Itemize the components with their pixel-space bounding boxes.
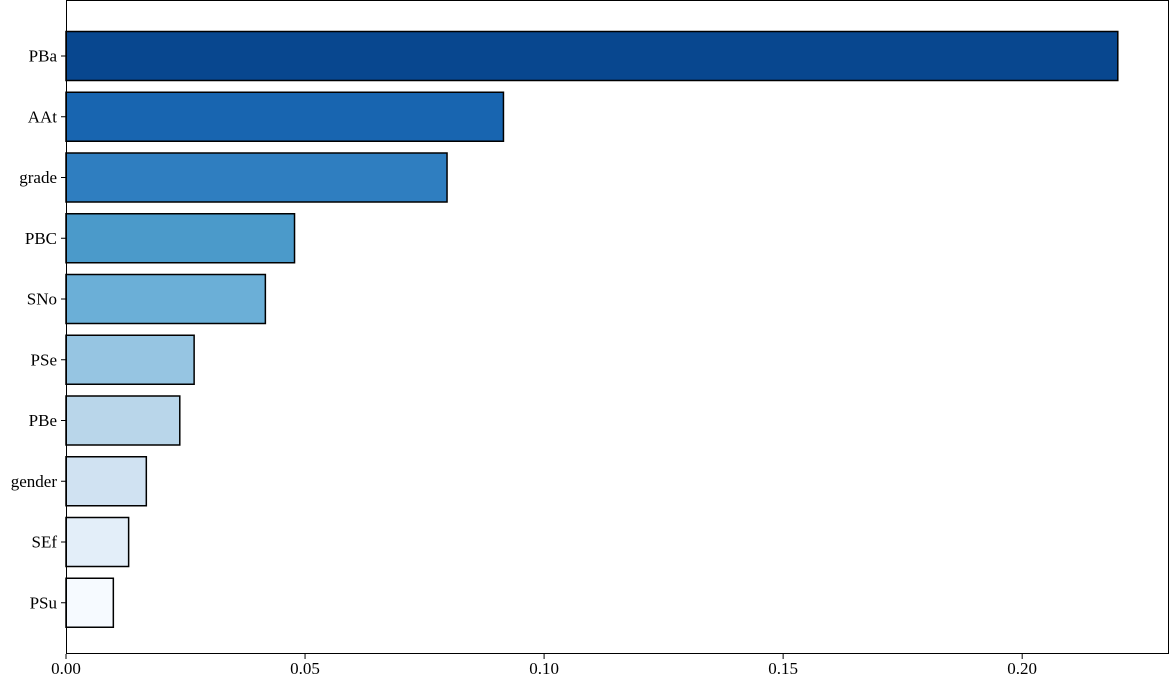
y-tick-label-pba: PBa bbox=[29, 47, 58, 66]
bar-pba bbox=[65, 30, 1119, 82]
y-tick-label-sno: SNo bbox=[27, 290, 57, 309]
x-axis-ticks: 0.00 0.05 0.10 0.15 0.20 bbox=[51, 654, 1037, 678]
bar-psu bbox=[65, 577, 115, 628]
x-tick-label: 0.00 bbox=[51, 659, 81, 678]
x-tick-label: 0.15 bbox=[768, 659, 798, 678]
x-tick-label: 0.05 bbox=[290, 659, 320, 678]
bar-sef bbox=[65, 516, 130, 568]
bar-grade bbox=[65, 152, 448, 203]
y-tick-label-gender: gender bbox=[11, 472, 58, 491]
bar-gender bbox=[65, 456, 148, 507]
bar-sno bbox=[65, 273, 267, 325]
y-tick-label-grade: grade bbox=[19, 168, 57, 187]
y-tick-label-pbc: PBC bbox=[25, 229, 57, 248]
y-tick-label-pbe: PBe bbox=[29, 411, 57, 430]
bar-pse bbox=[65, 334, 195, 385]
bar-pbc bbox=[65, 213, 296, 264]
bars-group bbox=[65, 30, 1119, 628]
y-axis-tick-labels: PBa AAt grade PBC SNo PSe PBe gender SEf PSu bbox=[11, 47, 66, 612]
y-tick-label-psu: PSu bbox=[30, 593, 58, 612]
bar-aat bbox=[65, 91, 505, 142]
x-tick-label: 0.10 bbox=[529, 659, 559, 678]
bar-pbe bbox=[65, 395, 181, 446]
y-tick-label-aat: AAt bbox=[28, 107, 58, 126]
y-tick-label-pse: PSe bbox=[31, 350, 57, 369]
y-tick-label-sef: SEf bbox=[32, 533, 58, 552]
plot-frame bbox=[66, 0, 1169, 654]
x-tick-label: 0.20 bbox=[1007, 659, 1037, 678]
